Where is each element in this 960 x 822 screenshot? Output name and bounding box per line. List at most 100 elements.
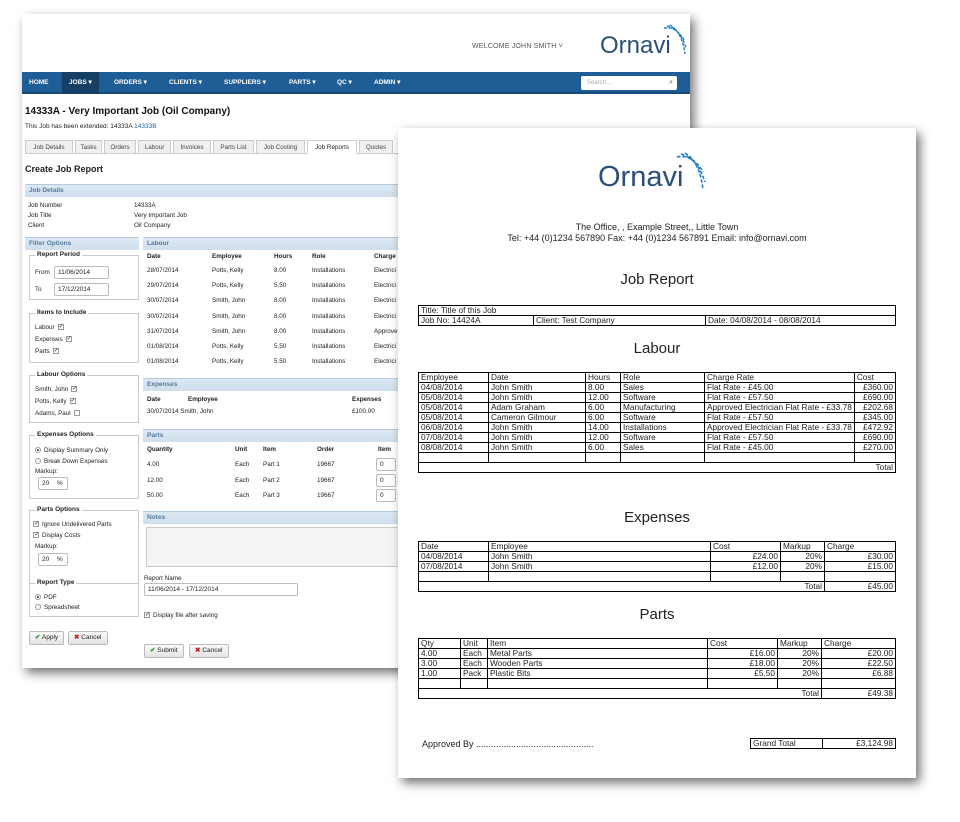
info-date: Date: 04/08/2014 - 08/08/2014 xyxy=(705,315,896,326)
ignore-undelivered-checkbox[interactable]: ✓ xyxy=(33,521,40,528)
parts-cell: 50.00 xyxy=(147,492,163,499)
tab-invoices[interactable]: Invoices xyxy=(173,140,211,154)
include-parts[interactable]: Parts ✓ xyxy=(35,348,59,355)
table-cell xyxy=(821,678,896,689)
table-cell xyxy=(780,571,825,582)
table-cell: Metal Parts xyxy=(487,648,708,659)
search-icon[interactable]: ⌕ xyxy=(669,79,673,86)
nav-home[interactable]: HOME xyxy=(29,79,49,86)
include-expenses-checkbox[interactable]: ✓ xyxy=(65,336,72,343)
include-expenses[interactable]: Expenses ✓ xyxy=(35,336,72,343)
labour-potts-checkbox[interactable]: ✓ xyxy=(69,398,76,405)
labour-cell: Electrici xyxy=(374,282,397,290)
table-cell xyxy=(418,571,489,582)
parts-cell: Part 3 xyxy=(263,492,280,499)
table-cell: Sales xyxy=(620,442,705,453)
search-input[interactable]: Search... ⌕ xyxy=(581,76,677,90)
page-title: 14333A - Very Important Job (Oil Company… xyxy=(25,106,231,117)
labour-potts[interactable]: Potts, Kelly ✓ xyxy=(35,398,76,405)
ignore-undelivered[interactable]: ✓ Ignore Undelivered Parts xyxy=(33,521,112,528)
breakdown-option[interactable]: Break Down Expenses xyxy=(35,458,108,465)
include-labour-checkbox[interactable]: ✓ xyxy=(57,324,64,331)
display-after-saving[interactable]: ✓ Display file after saving xyxy=(144,612,218,619)
nav-qc[interactable]: QC ▾ xyxy=(337,79,352,86)
parts-item-input[interactable]: 0 xyxy=(376,489,396,502)
breakdown-radio[interactable] xyxy=(35,458,41,465)
nav-clients[interactable]: CLIENTS ▾ xyxy=(169,79,202,86)
submit-button[interactable]: ✔ Submit xyxy=(144,644,184,658)
table-cell xyxy=(460,678,488,689)
table-cell: £12.00 xyxy=(710,561,781,572)
labour-cell: 5.50 xyxy=(274,343,287,350)
table-cell: Approved Electrician Flat Rate - £33.78 xyxy=(704,402,855,413)
tab-parts-list[interactable]: Parts List xyxy=(213,140,254,154)
tab-job-reports[interactable]: Job Reports xyxy=(307,140,357,154)
table-cell: 05/08/2014 xyxy=(418,402,489,413)
tab-job-costing[interactable]: Job Costing xyxy=(256,140,305,154)
labour-cell: 5.50 xyxy=(274,282,287,290)
labour-cell: Potts, Kelly xyxy=(212,343,244,350)
labour-cell: Smith, John xyxy=(212,297,246,305)
labour-smith[interactable]: Smith, John ✓ xyxy=(35,386,77,393)
table-header-cell: Qty xyxy=(418,638,461,649)
include-expenses-label: Expenses xyxy=(35,336,63,343)
labour-smith-checkbox[interactable]: ✓ xyxy=(71,386,78,393)
grand-total-value: £3,124.98 xyxy=(822,738,896,749)
parts-cell: 12.00 xyxy=(147,476,163,484)
tab-quotes[interactable]: Quotes xyxy=(359,140,393,154)
cancel-submit-button[interactable]: ✖ Cancel xyxy=(189,644,229,658)
include-labour[interactable]: Labour ✓ xyxy=(35,324,64,331)
type-pdf-option[interactable]: PDF xyxy=(35,594,57,601)
table-cell: Plastic Bits xyxy=(487,668,708,679)
expenses-markup-input[interactable]: 20 % xyxy=(38,477,68,490)
table-row: 05/08/2014 Adam Graham 6.00 Manufacturing Ap… xyxy=(418,402,897,413)
labour-adams-label: Adams, Paul xyxy=(35,410,71,417)
type-pdf-radio[interactable] xyxy=(35,594,41,601)
parts-cell: Each xyxy=(235,492,250,499)
type-spreadsheet-radio[interactable] xyxy=(35,604,41,611)
nav-jobs[interactable]: JOBS ▾ xyxy=(62,72,99,94)
extended-job-link[interactable]: 14333B xyxy=(134,123,157,130)
table-cell: Each xyxy=(460,658,488,669)
parts-markup-input[interactable]: 20 % xyxy=(38,553,68,566)
table-row: 4.00 Each Metal Parts £16.00 20% £20.00 xyxy=(418,648,896,659)
labour-adams-checkbox[interactable] xyxy=(73,410,80,417)
include-parts-checkbox[interactable]: ✓ xyxy=(52,348,59,355)
table-header-cell: Charge xyxy=(821,638,896,649)
type-spreadsheet-option[interactable]: Spreadsheet xyxy=(35,604,80,611)
report-name-input[interactable]: 11/06/2014 - 17/12/2014 xyxy=(144,583,298,596)
from-date-input[interactable]: 11/06/2014 xyxy=(54,266,109,279)
breakdown-label: Break Down Expenses xyxy=(44,458,108,465)
labour-adams[interactable]: Adams, Paul xyxy=(35,410,80,417)
nav-suppliers[interactable]: SUPPLIERS ▾ xyxy=(224,79,266,86)
table-cell: Software xyxy=(620,432,705,443)
table-cell: Flat Rate - £45.00 xyxy=(704,382,855,393)
document-ornavi-logo: Ornavi xyxy=(598,161,684,193)
welcome-menu[interactable]: WELCOME JOHN SMITH ˅ xyxy=(472,43,563,50)
parts-options-legend: Parts Options xyxy=(35,506,82,513)
tab-job-details[interactable]: Job Details xyxy=(25,140,73,154)
info-title: Title: Title of this Job xyxy=(418,305,896,316)
nav-parts[interactable]: PARTS ▾ xyxy=(289,79,316,86)
display-after-saving-checkbox[interactable]: ✓ xyxy=(144,612,151,619)
to-date-input[interactable]: 17/12/2014 xyxy=(54,283,109,296)
display-costs-checkbox[interactable]: ✓ xyxy=(33,532,40,539)
display-summary-radio[interactable] xyxy=(35,447,41,454)
table-cell: 07/08/2014 xyxy=(418,561,489,572)
apply-button[interactable]: ✔ Apply xyxy=(29,631,65,645)
tab-tasks[interactable]: Tasks xyxy=(75,140,102,154)
parts-item-input[interactable]: 0 xyxy=(376,458,396,471)
table-cell: 07/08/2014 xyxy=(418,432,489,443)
expenses-col-expenses: Expenses xyxy=(352,396,382,403)
expenses-col-employee: Employee xyxy=(188,396,218,403)
labour-cell: 8.00 xyxy=(274,297,287,305)
cancel-button[interactable]: ✖ Cancel xyxy=(68,631,108,645)
nav-orders[interactable]: ORDERS ▾ xyxy=(114,79,147,86)
parts-cell: Each xyxy=(235,461,250,468)
tab-labour[interactable]: Labour xyxy=(138,140,171,154)
parts-item-input[interactable]: 0 xyxy=(376,473,396,487)
nav-admin[interactable]: ADMIN ▾ xyxy=(374,79,401,86)
tab-orders[interactable]: Orders xyxy=(104,140,136,154)
display-costs[interactable]: ✓ Display Costs xyxy=(33,532,81,539)
display-summary-option[interactable]: Display Summary Only xyxy=(35,447,108,454)
